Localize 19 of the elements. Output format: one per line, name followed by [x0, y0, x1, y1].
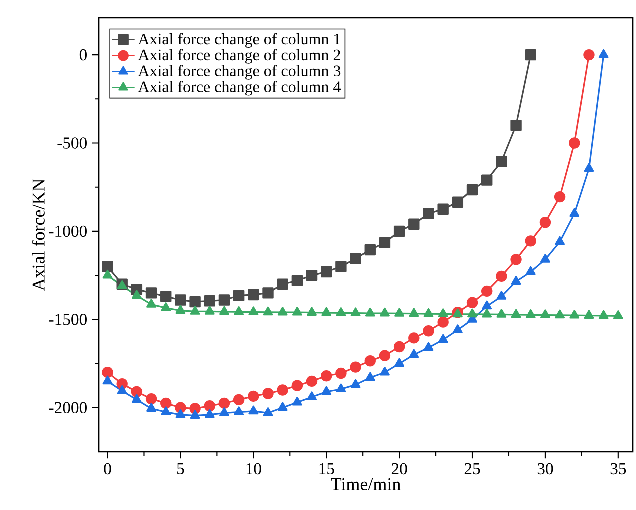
x-tick-label: 30 — [538, 463, 554, 475]
y-tick-label: -500 — [58, 138, 87, 149]
legend-label: Axial force change of column 4 — [138, 81, 341, 96]
x-tick-label: 10 — [246, 463, 262, 475]
y-tick-label: 0 — [80, 49, 87, 61]
y-tick-label: -1500 — [49, 314, 87, 326]
legend-label: Axial force change of column 2 — [138, 49, 340, 64]
y-tick-label: -1000 — [49, 226, 87, 238]
x-tick-label: 35 — [610, 463, 626, 475]
y-tick-label: -2000 — [49, 402, 87, 414]
x-tick-label: 20 — [392, 463, 408, 475]
x-tick-label: 5 — [178, 463, 184, 474]
legend-label: Axial force change of column 1 — [138, 33, 340, 48]
legend-label: Axial force change of column 3 — [138, 65, 341, 80]
x-axis-title: Time/min — [331, 478, 401, 491]
x-tick-label: 15 — [320, 463, 334, 475]
x-tick-label: 0 — [104, 463, 112, 475]
x-tick-label: 25 — [464, 463, 480, 475]
y-axis-title: Axial force/KN — [32, 179, 45, 292]
